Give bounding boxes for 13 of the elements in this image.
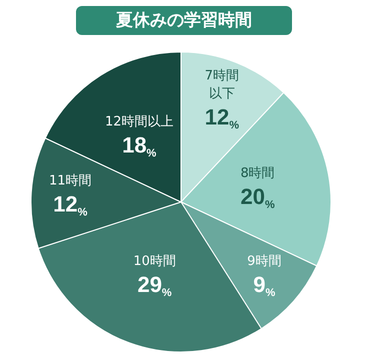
slice-label: 8時間: [240, 166, 275, 181]
data-label: 9%: [253, 272, 276, 299]
slice-label: 7時間以下: [204, 68, 239, 102]
slice-label: 9時間: [247, 254, 282, 269]
slice-label: 11時間: [48, 174, 92, 189]
data-label: 20%: [240, 184, 275, 211]
data-label: 29%: [137, 272, 172, 299]
data-label: 12%: [204, 104, 240, 132]
chart-title: 夏休みの学習時間: [115, 10, 252, 30]
slice-label: 10時間: [133, 254, 176, 269]
data-label: 12%: [53, 192, 88, 219]
slice-label: 12時間以上: [104, 114, 174, 130]
data-label: 18%: [122, 132, 157, 160]
